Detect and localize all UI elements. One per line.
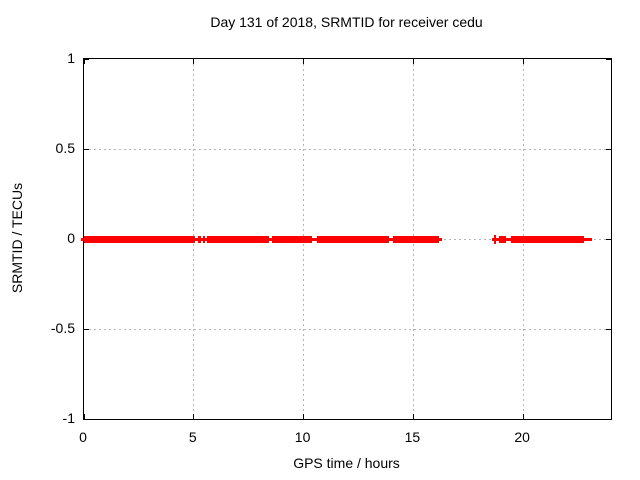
x-tick-mark [83, 59, 85, 64]
y-tick-mark [606, 328, 611, 330]
x-tick-label: 15 [404, 429, 421, 445]
x-tick-mark [303, 414, 305, 419]
x-tick-mark [522, 59, 524, 64]
data-segment [207, 235, 269, 243]
y-tick-mark [84, 148, 89, 150]
y-tick-label: 0.5 [55, 140, 75, 156]
y-gridline [84, 148, 611, 150]
y-tick-label: 1 [67, 50, 75, 66]
data-segment [197, 235, 201, 243]
data-segment [499, 235, 506, 243]
x-tick-label: 20 [514, 429, 530, 445]
data-segment [510, 235, 585, 243]
x-tick-mark [303, 59, 305, 64]
y-tick-mark [84, 328, 89, 330]
x-tick-mark [522, 414, 524, 419]
x-tick-mark [83, 414, 85, 419]
y-tick-label: -0.5 [50, 320, 75, 336]
y-tick-label: 0 [67, 230, 75, 246]
y-tick-mark [606, 148, 611, 150]
x-tick-label: 10 [294, 429, 311, 445]
y-gridline [84, 328, 611, 330]
data-segment-tail [584, 237, 593, 241]
x-tick-mark [193, 414, 195, 419]
y-tick-mark [606, 238, 611, 240]
data-segment [271, 235, 312, 243]
x-axis-label: GPS time / hours [293, 455, 400, 471]
x-tick-mark [193, 59, 195, 64]
data-segment [84, 235, 196, 243]
data-segment [392, 235, 440, 243]
x-tick-mark [412, 414, 414, 419]
chart-title: Day 131 of 2018, SRMTID for receiver ced… [210, 14, 483, 30]
data-point-plus-tick [494, 234, 497, 244]
y-tick-mark [84, 418, 89, 420]
x-tick-mark [412, 59, 414, 64]
data-segment [316, 235, 390, 243]
plot-area [81, 58, 612, 420]
data-segment [202, 235, 206, 243]
x-tick-label: 0 [79, 429, 87, 445]
x-tick-label: 5 [188, 429, 197, 445]
y-tick-mark [606, 418, 611, 420]
y-tick-mark [606, 58, 611, 60]
y-tick-mark [84, 58, 89, 60]
y-tick-label: -1 [62, 410, 75, 426]
y-axis-label: SRMTID / TECUs [9, 182, 25, 294]
